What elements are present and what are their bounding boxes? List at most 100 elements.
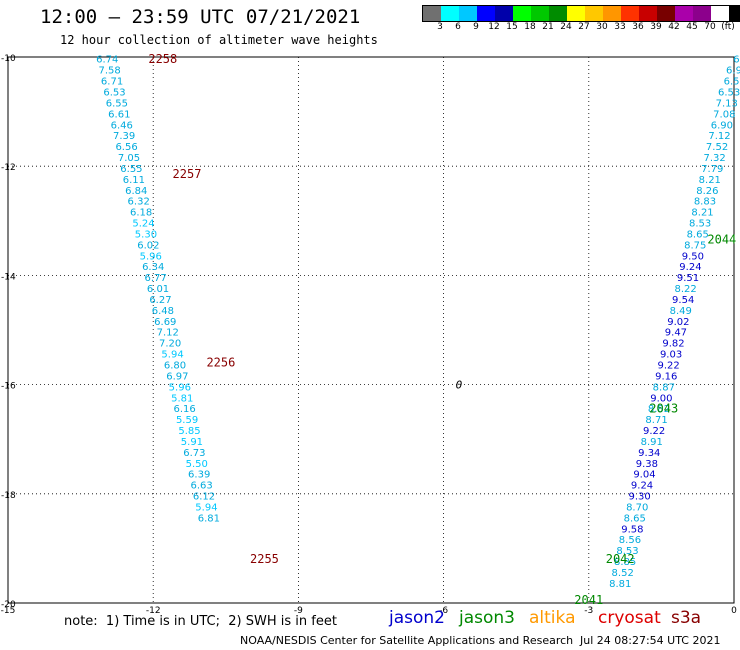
legend-label: 9 xyxy=(473,22,479,32)
wave-height-value: 6.16 xyxy=(174,404,196,415)
legend-label: 42 xyxy=(668,22,680,32)
wave-height-value: 9.02 xyxy=(667,317,689,328)
satellite-label-jason2: jason2 xyxy=(389,608,445,628)
legend-swatch xyxy=(531,6,549,21)
legend-label: 21 xyxy=(542,22,554,32)
legend-swatch xyxy=(657,6,675,21)
wave-height-value: 5.81 xyxy=(171,393,193,404)
wave-height-value: 8.75 xyxy=(684,240,706,251)
longitude-tick-label: 0 xyxy=(731,606,737,616)
legend-label: 18 xyxy=(524,22,536,32)
wave-height-value: 5.91 xyxy=(181,437,203,448)
longitude-tick-label: -9 xyxy=(294,606,303,616)
wave-height-value: 6.63 xyxy=(190,481,212,492)
map-title: 12:00 — 23:59 UTC 07/21/2021 xyxy=(40,6,361,28)
wave-height-value: 7.79 xyxy=(701,164,723,175)
legend-swatch xyxy=(423,6,441,21)
wave-height-value: 8.83 xyxy=(694,197,716,208)
legend-label: 3 xyxy=(437,22,443,32)
legend-label: 30 xyxy=(596,22,608,32)
wave-height-value: 7.20 xyxy=(159,339,181,350)
wave-height-value: 5.94 xyxy=(161,350,183,361)
map-frame xyxy=(7,56,735,604)
wave-height-value: 5.96 xyxy=(169,382,191,393)
wave-height-value: 8.49 xyxy=(670,306,692,317)
wave-height-value: 9.47 xyxy=(665,328,687,339)
wave-height-value: 8.22 xyxy=(674,284,696,295)
wave-height-value: 9.16 xyxy=(655,371,677,382)
wave-height-value: 7.12 xyxy=(708,131,730,142)
orbit-number-label: 2255 xyxy=(250,552,279,566)
wave-height-value: 8.26 xyxy=(696,186,718,197)
wave-height-value: 9.04 xyxy=(633,470,655,481)
legend-label: 15 xyxy=(506,22,518,32)
wave-height-value: 5.59 xyxy=(176,415,198,426)
legend-swatch xyxy=(711,6,729,21)
wave-height-value: 6.74 xyxy=(96,55,118,66)
longitude-tick-label: -3 xyxy=(584,606,593,616)
latitude-tick-label: -16 xyxy=(1,382,16,392)
wave-height-value: 6.84 xyxy=(125,186,147,197)
wave-height-value: 5.50 xyxy=(186,459,208,470)
legend-swatch xyxy=(549,6,567,21)
legend-label: 6 xyxy=(455,22,461,32)
legend-swatch xyxy=(513,6,531,21)
wave-height-value: 8.87 xyxy=(653,382,675,393)
wave-height-value: 6.5 xyxy=(724,77,740,88)
longitude-tick-label: -6 xyxy=(439,606,448,616)
wave-height-value: 6.12 xyxy=(193,492,215,503)
wave-height-value: 6.02 xyxy=(137,240,159,251)
orbit-number-label: 2041 xyxy=(574,593,603,607)
wave-height-value: 9.51 xyxy=(677,273,699,284)
credit-line: NOAA/NESDIS Center for Satellite Applica… xyxy=(240,634,574,647)
legend-label: 36 xyxy=(632,22,644,32)
wave-height-value: 7.13 xyxy=(716,98,738,109)
wave-height-value: 6.77 xyxy=(144,273,166,284)
legend-swatch xyxy=(729,6,740,21)
longitude-tick-label: -12 xyxy=(146,606,161,616)
wave-height-value: 6.46 xyxy=(111,120,133,131)
zero-contour-marker: 0 xyxy=(456,379,463,392)
legend-label: 39 xyxy=(650,22,662,32)
wave-height-value: 8.71 xyxy=(645,415,667,426)
wave-height-value: 9.82 xyxy=(662,339,684,350)
wave-height-value: 8.56 xyxy=(619,535,641,546)
legend-label: 27 xyxy=(578,22,590,32)
latitude-tick-label: -12 xyxy=(1,163,16,173)
legend-swatch xyxy=(495,6,513,21)
wave-height-value: 7.58 xyxy=(99,66,121,77)
latitude-tick-label: -20 xyxy=(1,600,16,610)
legend-swatch xyxy=(621,6,639,21)
map-subtitle: 12 hour collection of altimeter wave hei… xyxy=(60,33,378,47)
wave-height-value: 8.65 xyxy=(624,513,646,524)
wave-height-value: 6.34 xyxy=(142,262,164,273)
wave-height-value: 8.21 xyxy=(699,175,721,186)
wave-height-value: 9.54 xyxy=(672,295,694,306)
wave-height-value: 9.30 xyxy=(628,492,650,503)
satellite-label-jason3: jason3 xyxy=(459,608,515,628)
wave-height-value: 6.97 xyxy=(166,371,188,382)
legend-swatch xyxy=(567,6,585,21)
legend-swatch xyxy=(585,6,603,21)
wave-height-value: 6.73 xyxy=(183,448,205,459)
wave-height-value: 9.00 xyxy=(650,393,672,404)
wave-height-value: 8.70 xyxy=(626,502,648,513)
latitude-tick-label: -18 xyxy=(1,491,16,501)
wave-height-value: 6.80 xyxy=(164,360,186,371)
wave-height-value: 6.39 xyxy=(188,470,210,481)
wave-height-value: 6.9 xyxy=(726,66,740,77)
wave-height-value: 9.22 xyxy=(658,360,680,371)
wave-height-value: 9.22 xyxy=(643,426,665,437)
wave-height-value: 7.32 xyxy=(704,153,726,164)
orbit-number-label: 2257 xyxy=(173,167,202,181)
wave-height-value: 9.24 xyxy=(631,481,653,492)
wave-height-value: 5.94 xyxy=(195,502,217,513)
legend-swatch xyxy=(693,6,711,21)
latitude-tick-label: -14 xyxy=(1,272,16,282)
wave-height-value: 6.56 xyxy=(115,142,137,153)
orbit-number-label: 2044 xyxy=(707,232,736,246)
wave-height-value: 8.53 xyxy=(616,546,638,557)
wave-height-value: 5.24 xyxy=(132,219,154,230)
legend-swatch xyxy=(459,6,477,21)
